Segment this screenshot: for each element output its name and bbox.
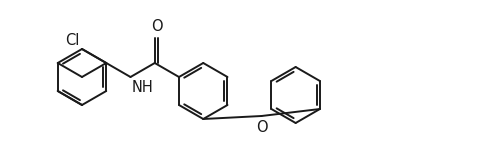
Text: NH: NH xyxy=(131,80,153,95)
Text: O: O xyxy=(151,19,163,34)
Text: O: O xyxy=(256,120,268,135)
Text: Cl: Cl xyxy=(66,33,80,48)
